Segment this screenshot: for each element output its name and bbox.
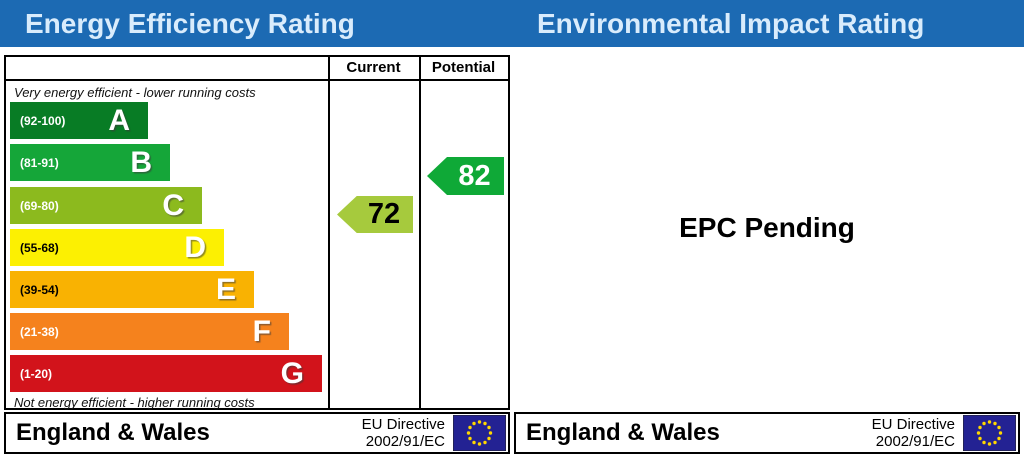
- band-range: (81-91): [20, 155, 59, 170]
- band-g: (1-20) G: [10, 355, 322, 392]
- band-letter: G: [280, 356, 304, 390]
- band-letter: E: [215, 272, 236, 306]
- band-range: (69-80): [20, 198, 59, 213]
- footer-right: England & Wales EU Directive 2002/91/EC: [514, 412, 1020, 454]
- band-letter: D: [184, 230, 206, 264]
- potential-value: 82: [458, 160, 491, 192]
- band-c: (69-80) C: [10, 187, 202, 224]
- band-range: (21-38): [20, 324, 59, 339]
- epc-pending-message: EPC Pending: [679, 212, 855, 243]
- header-bar: [0, 0, 1024, 47]
- eu-directive-label: EU Directive 2002/91/EC: [872, 416, 955, 450]
- band-b: (81-91) B: [10, 144, 170, 181]
- band-e: (39-54) E: [10, 271, 254, 308]
- band-a: (92-100) A: [10, 102, 148, 139]
- eu-flag-stars: [976, 420, 1003, 446]
- band-range: (39-54): [20, 282, 59, 297]
- eu-flag-stars: [466, 420, 493, 446]
- eu-directive-line2: 2002/91/EC: [365, 433, 445, 450]
- region-label: England & Wales: [16, 419, 210, 446]
- potential-arrow: 82: [427, 157, 504, 195]
- energy-rating-table: Current Potential Very energy efficient …: [4, 55, 510, 410]
- band-letter: A: [108, 103, 130, 137]
- environmental-impact-title: Environmental Impact Rating: [537, 8, 925, 39]
- footer-left: England & Wales EU Directive 2002/91/EC: [4, 412, 510, 454]
- region-label: England & Wales: [526, 419, 720, 446]
- band-letter: C: [162, 188, 184, 222]
- column-header-row: [6, 57, 508, 81]
- top-note: Very energy efficient - lower running co…: [14, 85, 256, 100]
- column-divider: [419, 57, 421, 408]
- eu-directive-line2: 2002/91/EC: [875, 433, 955, 450]
- band-range: (55-68): [20, 240, 59, 255]
- eu-directive-line1: EU Directive: [361, 416, 445, 433]
- eu-flag-icon: [963, 415, 1016, 451]
- column-divider: [328, 57, 330, 408]
- potential-column-header: Potential: [431, 59, 496, 76]
- eu-directive-label: EU Directive 2002/91/EC: [362, 416, 445, 450]
- rating-table-body: Current Potential Very energy efficient …: [6, 57, 508, 410]
- bottom-note: Not energy efficient - higher running co…: [14, 395, 255, 410]
- current-arrow: 72: [337, 196, 413, 233]
- current-value: 72: [367, 198, 401, 230]
- band-range: (1-20): [20, 366, 53, 381]
- current-column-header: Current: [346, 59, 401, 76]
- band-range: (92-100): [20, 113, 66, 128]
- eu-flag-icon: [453, 415, 506, 451]
- band-f: (21-38) F: [10, 313, 289, 350]
- band-letter: B: [130, 145, 152, 179]
- eu-directive-line1: EU Directive: [871, 416, 955, 433]
- energy-efficiency-title: Energy Efficiency Rating: [25, 8, 355, 39]
- band-letter: F: [252, 314, 271, 348]
- band-d: (55-68) D: [10, 229, 224, 266]
